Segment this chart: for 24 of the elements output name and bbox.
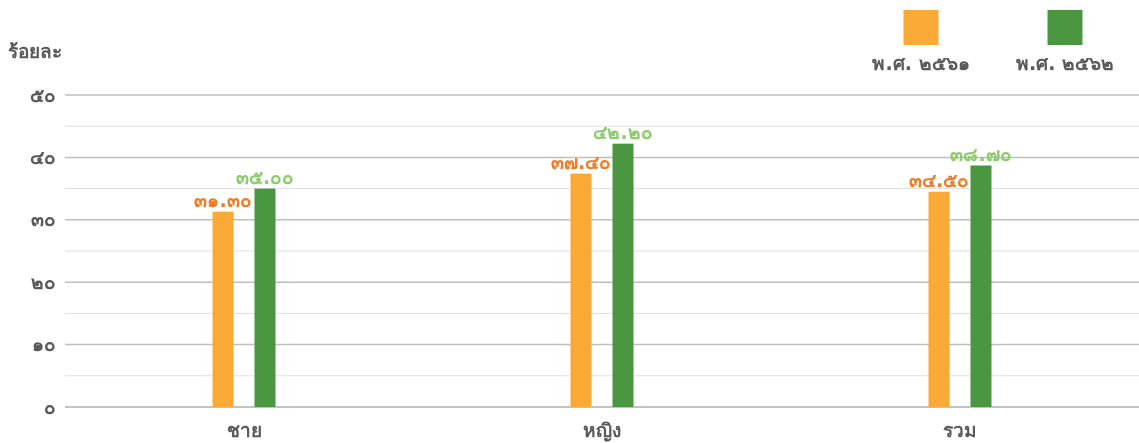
bar bbox=[928, 191, 950, 407]
bar bbox=[570, 173, 592, 407]
data-label: ๔๒.๒๐ bbox=[593, 120, 653, 143]
bar bbox=[970, 165, 992, 407]
data-label: ๓๑.๓๐ bbox=[194, 188, 252, 211]
y-tick-label: ๓๐ bbox=[31, 208, 56, 231]
y-tick-label: ๒๐ bbox=[31, 270, 56, 293]
x-tick-label: ชาย bbox=[226, 419, 262, 441]
x-tick-label: หญิง bbox=[583, 419, 621, 442]
y-axis-title: ร้อยละ bbox=[8, 40, 62, 62]
y-tick-label: ๐ bbox=[44, 395, 56, 418]
y-tick-label: ๕๐ bbox=[30, 83, 56, 106]
y-tick-label: ๑๐ bbox=[32, 333, 56, 356]
data-label: ๓๔.๕๐ bbox=[908, 168, 970, 191]
bar bbox=[254, 188, 276, 407]
legend-label: พ.ศ. ๒๕๖๑ bbox=[872, 52, 970, 74]
data-label: ๓๕.๐๐ bbox=[235, 165, 295, 188]
bar bbox=[612, 143, 634, 407]
bar bbox=[212, 211, 234, 407]
legend-label: พ.ศ. ๒๕๖๒ bbox=[1015, 52, 1115, 74]
data-label: ๓๗.๔๐ bbox=[550, 150, 612, 173]
data-label: ๓๘.๗๐ bbox=[950, 142, 1012, 165]
y-tick-label: ๔๐ bbox=[30, 146, 56, 169]
x-tick-label: รวม bbox=[943, 419, 977, 441]
